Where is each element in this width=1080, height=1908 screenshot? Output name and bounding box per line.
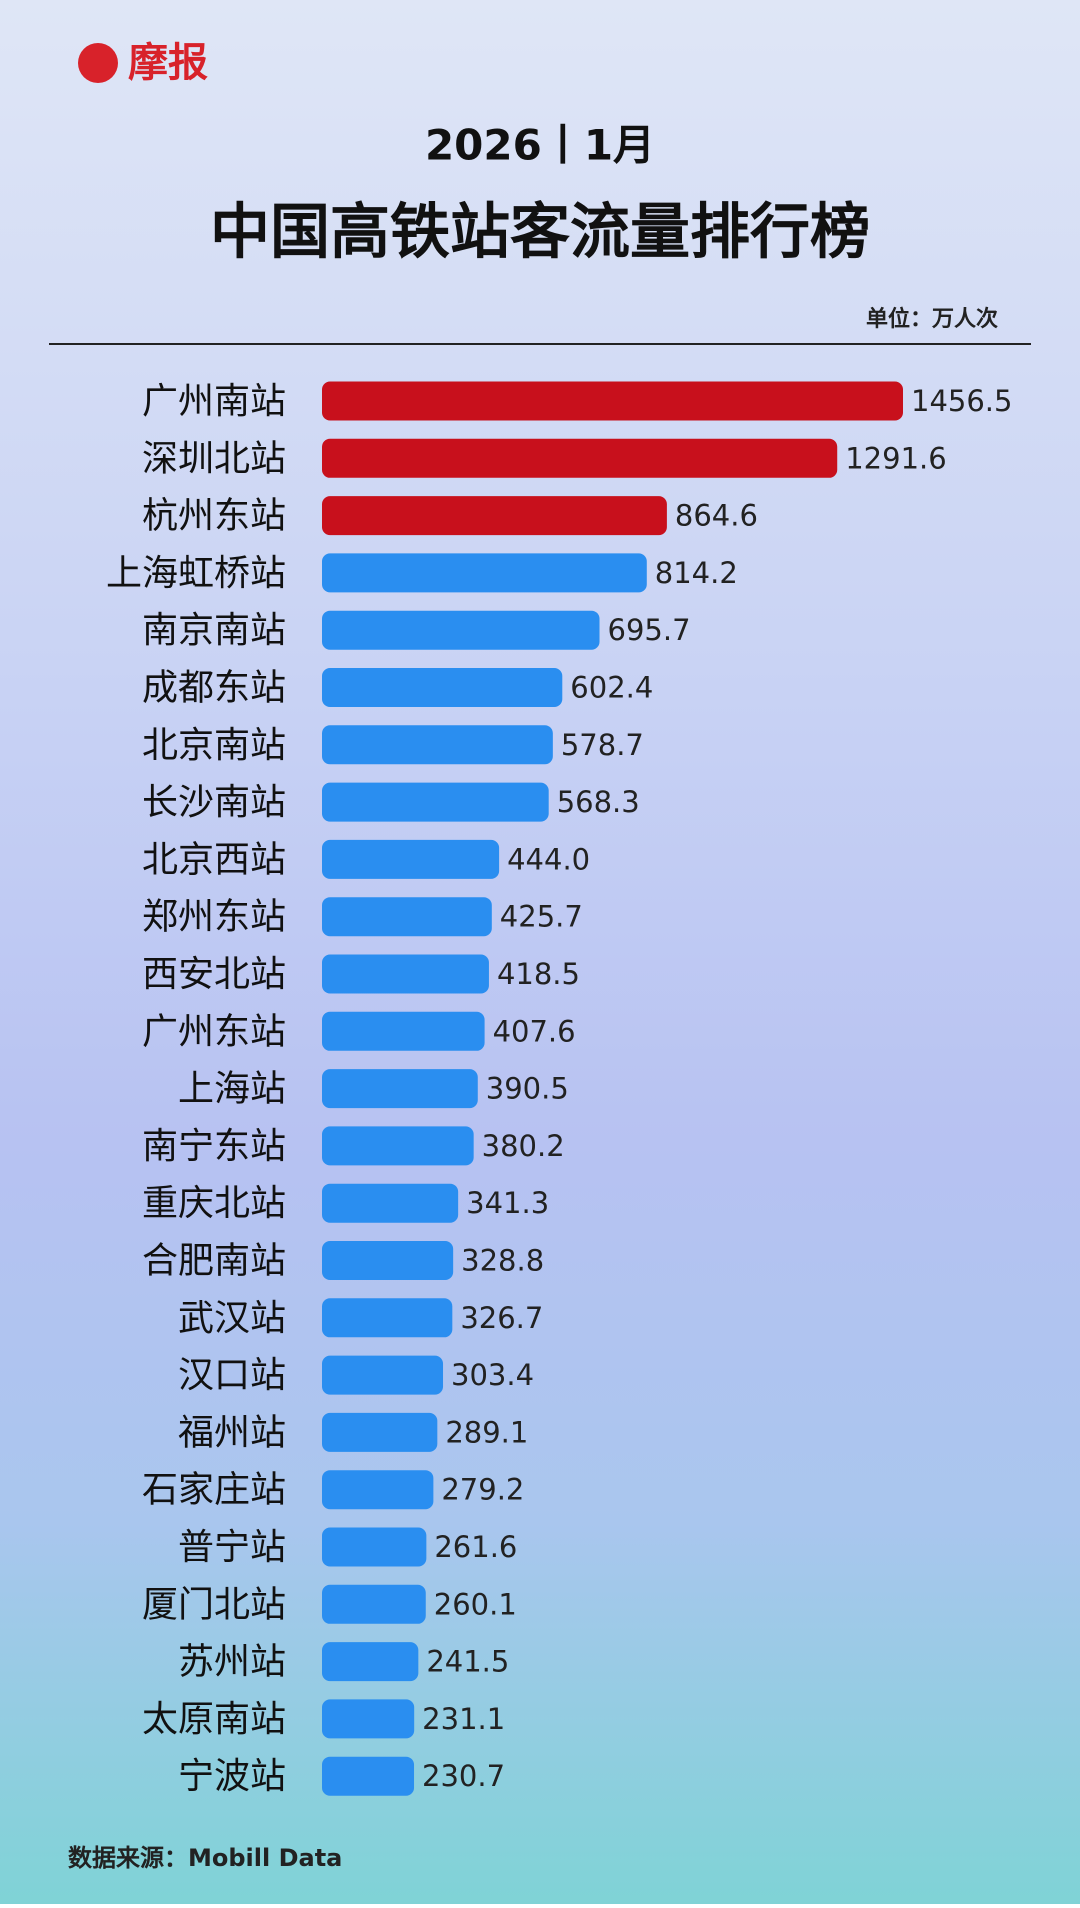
category-label: 深圳北站 bbox=[142, 438, 286, 479]
category-label: 石家庄站 bbox=[142, 1470, 286, 1511]
category-label: 上海虹桥站 bbox=[106, 553, 286, 594]
bar bbox=[322, 1011, 485, 1051]
category-label: 厦门北站 bbox=[142, 1584, 286, 1625]
category-label: 广州南站 bbox=[142, 381, 286, 422]
category-label: 西安北站 bbox=[142, 954, 286, 995]
bar bbox=[322, 839, 500, 879]
bar bbox=[322, 1756, 415, 1796]
bar bbox=[322, 1412, 438, 1452]
value-label: 380.2 bbox=[482, 1129, 565, 1163]
value-label: 231.1 bbox=[422, 1702, 505, 1736]
category-label: 郑州东站 bbox=[142, 897, 286, 938]
value-label: 341.3 bbox=[466, 1186, 549, 1220]
bar bbox=[322, 1298, 453, 1338]
category-label: 宁波站 bbox=[178, 1756, 286, 1797]
bar bbox=[322, 1126, 474, 1166]
bar bbox=[322, 1699, 415, 1739]
value-label: 230.7 bbox=[422, 1759, 505, 1793]
bar bbox=[322, 1069, 478, 1109]
chart-title: 中国高铁站客流量排行榜 bbox=[210, 198, 870, 268]
bar bbox=[322, 782, 549, 822]
bar bbox=[322, 496, 667, 536]
value-label: 814.2 bbox=[655, 556, 738, 590]
value-label: 241.5 bbox=[426, 1645, 509, 1679]
value-label: 568.3 bbox=[557, 785, 640, 819]
bar bbox=[322, 1584, 426, 1624]
value-label: 1456.5 bbox=[911, 384, 1012, 418]
value-label: 279.2 bbox=[441, 1473, 524, 1507]
bar bbox=[322, 668, 563, 707]
bar bbox=[322, 438, 838, 478]
category-label: 苏州站 bbox=[178, 1642, 286, 1683]
category-label: 南京南站 bbox=[142, 610, 286, 651]
bar bbox=[322, 553, 647, 593]
category-label: 普宁站 bbox=[178, 1527, 286, 1568]
value-label: 261.6 bbox=[434, 1530, 517, 1564]
category-label: 成都东站 bbox=[142, 668, 286, 709]
bar bbox=[322, 725, 553, 765]
bar bbox=[322, 897, 492, 937]
bar bbox=[322, 1183, 459, 1223]
category-label: 武汉站 bbox=[178, 1298, 286, 1339]
category-label: 北京西站 bbox=[142, 839, 286, 880]
value-label: 602.4 bbox=[570, 671, 653, 705]
value-label: 1291.6 bbox=[845, 441, 946, 475]
category-label: 广州东站 bbox=[142, 1011, 286, 1052]
category-label: 上海站 bbox=[178, 1069, 286, 1110]
bar bbox=[322, 1241, 454, 1280]
category-label: 福州站 bbox=[178, 1412, 286, 1453]
category-label: 北京南站 bbox=[142, 725, 286, 766]
value-label: 326.7 bbox=[460, 1301, 543, 1335]
period: 2026丨1月 bbox=[425, 121, 655, 170]
bar bbox=[322, 1642, 419, 1682]
value-label: 444.0 bbox=[507, 842, 590, 876]
value-label: 407.6 bbox=[493, 1014, 576, 1048]
value-label: 289.1 bbox=[445, 1415, 528, 1449]
value-label: 390.5 bbox=[486, 1072, 569, 1106]
category-label: 合肥南站 bbox=[142, 1241, 286, 1282]
logo-icon bbox=[78, 43, 118, 83]
value-label: 425.7 bbox=[500, 900, 583, 934]
bar bbox=[322, 1527, 427, 1567]
category-label: 杭州东站 bbox=[142, 496, 286, 537]
bar bbox=[322, 1355, 444, 1395]
value-label: 260.1 bbox=[434, 1587, 517, 1621]
value-label: 695.7 bbox=[608, 613, 691, 647]
bar bbox=[322, 1470, 434, 1510]
category-label: 南宁东站 bbox=[142, 1126, 286, 1167]
value-label: 328.8 bbox=[461, 1244, 544, 1278]
category-label: 太原南站 bbox=[142, 1699, 286, 1740]
unit: 单位：万人次 bbox=[866, 306, 998, 332]
category-label: 长沙南站 bbox=[142, 782, 286, 823]
value-label: 418.5 bbox=[497, 957, 580, 991]
value-label: 578.7 bbox=[561, 728, 644, 762]
bar bbox=[322, 381, 903, 421]
logo: 摩报 bbox=[128, 40, 208, 86]
value-label: 303.4 bbox=[451, 1358, 534, 1392]
category-label: 汉口站 bbox=[178, 1355, 286, 1396]
source: 数据来源：Mobill Data bbox=[68, 1844, 342, 1872]
bar bbox=[322, 954, 489, 994]
bar bbox=[322, 610, 600, 650]
value-label: 864.6 bbox=[675, 499, 758, 533]
category-label: 重庆北站 bbox=[142, 1183, 286, 1224]
